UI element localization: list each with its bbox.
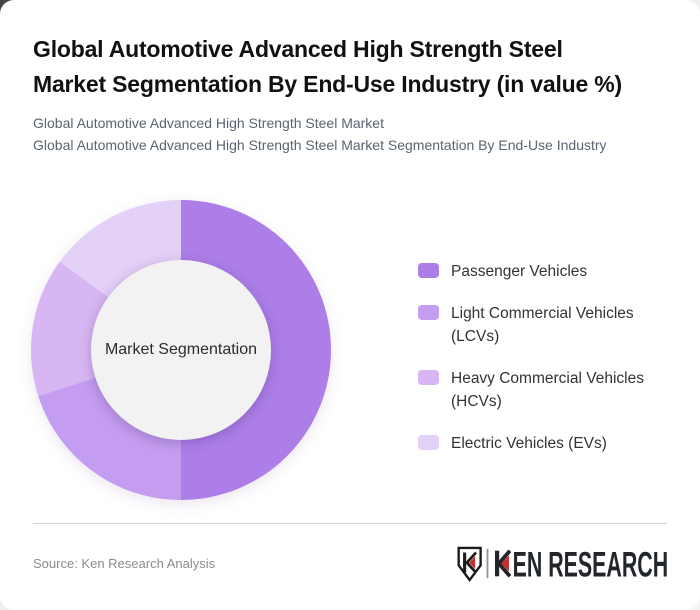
chart-subtitles: Global Automotive Advanced High Strength…: [33, 112, 623, 156]
chart-legend: Passenger Vehicles Light Commercial Vehi…: [418, 260, 656, 455]
footer-divider: [33, 523, 667, 524]
brand-text: EN RESEARCH: [513, 546, 669, 582]
subtitle-market: Global Automotive Advanced High Strength…: [33, 115, 384, 131]
donut-center-hole: Market Segmentation: [91, 260, 271, 440]
donut-center-label: Market Segmentation: [104, 341, 258, 358]
ken-research-wordmark: EN RESEARCH: [494, 546, 669, 582]
legend-item-lcv: Light Commercial Vehicles (LCVs): [418, 302, 656, 348]
chart-title: Global Automotive Advanced High Strength…: [33, 32, 622, 102]
donut-chart-container: Market Segmentation: [31, 200, 331, 500]
shield-red-triangle: [469, 556, 476, 569]
ken-research-logo: EN RESEARCH: [457, 546, 669, 582]
source-text: Source: Ken Research Analysis: [33, 556, 216, 571]
subtitle-segmentation: Global Automotive Advanced High Strength…: [33, 137, 607, 153]
chart-title-line-1: Global Automotive Advanced High Strength…: [33, 36, 563, 62]
legend-label: Electric Vehicles (EVs): [451, 435, 607, 452]
legend-item-hcv: Heavy Commercial Vehicles (HCVs): [418, 367, 656, 413]
legend-item-passenger-vehicles: Passenger Vehicles: [418, 260, 656, 283]
ken-research-shield-icon: [457, 546, 482, 582]
legend-label: Light Commercial Vehicles (LCVs): [451, 305, 634, 345]
legend-swatch-icon: [418, 263, 439, 278]
legend-item-ev: Electric Vehicles (EVs): [418, 432, 656, 455]
chart-title-line-2: Market Segmentation By End-Use Industry …: [33, 71, 622, 97]
wordmark-red-triangle: [501, 555, 509, 572]
legend-swatch-icon: [418, 435, 439, 450]
legend-swatch-icon: [418, 305, 439, 320]
legend-label: Heavy Commercial Vehicles (HCVs): [451, 370, 644, 410]
legend-swatch-icon: [418, 370, 439, 385]
legend-label: Passenger Vehicles: [451, 263, 588, 280]
